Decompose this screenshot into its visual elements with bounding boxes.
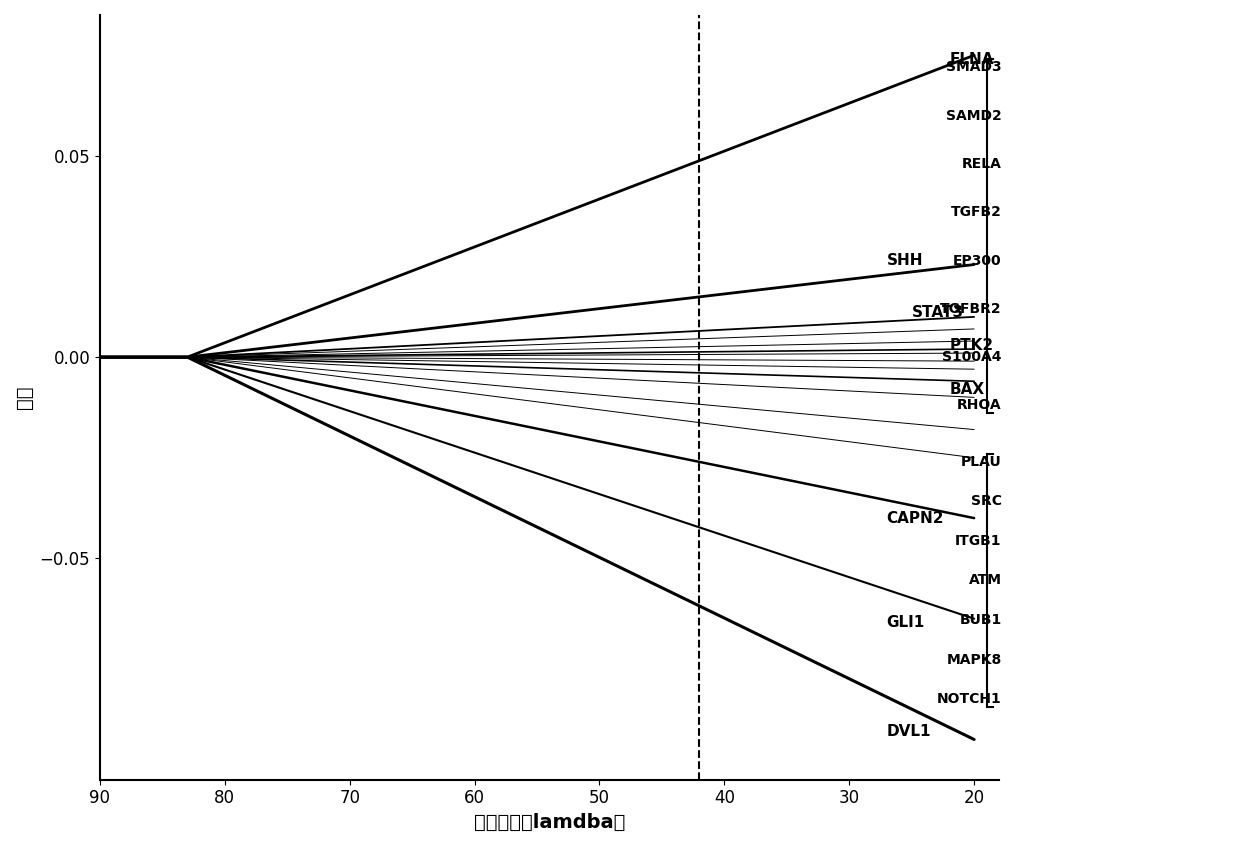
- Text: SMAD3: SMAD3: [946, 60, 1002, 75]
- Text: MAPK8: MAPK8: [946, 653, 1002, 667]
- Text: RELA: RELA: [962, 157, 1002, 171]
- Text: BAX: BAX: [949, 382, 985, 396]
- Text: STAT3: STAT3: [911, 305, 963, 320]
- X-axis label: 模型参数（lamdba）: 模型参数（lamdba）: [474, 813, 625, 832]
- Text: S100A4: S100A4: [942, 350, 1002, 364]
- Text: TGFB2: TGFB2: [951, 205, 1002, 219]
- Text: TGFBR2: TGFBR2: [940, 302, 1002, 316]
- Y-axis label: 系数: 系数: [15, 385, 33, 409]
- Text: SRC: SRC: [971, 495, 1002, 508]
- Text: NOTCH1: NOTCH1: [937, 692, 1002, 706]
- Text: SHH: SHH: [887, 253, 924, 268]
- Text: GLI1: GLI1: [887, 615, 925, 630]
- Text: RHOA: RHOA: [957, 398, 1002, 412]
- Text: FLNA: FLNA: [949, 52, 993, 67]
- Text: BUB1: BUB1: [960, 613, 1002, 627]
- Text: PTK2: PTK2: [949, 338, 993, 352]
- Text: DVL1: DVL1: [887, 724, 931, 739]
- Text: ATM: ATM: [968, 573, 1002, 588]
- Text: ITGB1: ITGB1: [955, 534, 1002, 548]
- Text: EP300: EP300: [954, 253, 1002, 268]
- Text: CAPN2: CAPN2: [887, 511, 944, 526]
- Text: PLAU: PLAU: [961, 455, 1002, 468]
- Text: SAMD2: SAMD2: [946, 108, 1002, 123]
